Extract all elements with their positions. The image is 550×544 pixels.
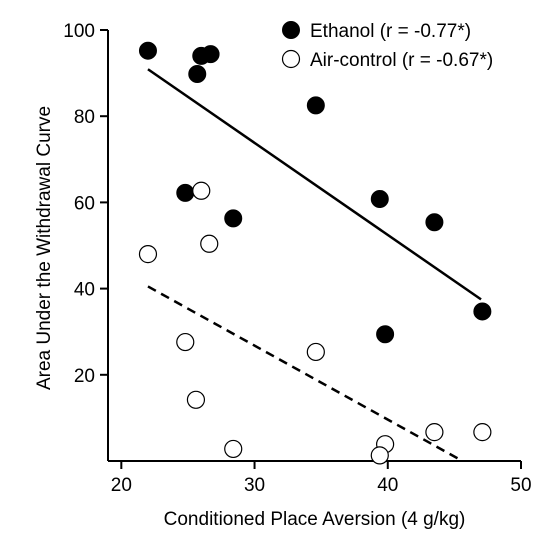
y-axis-title: Area Under the Withdrawal Curve: [34, 106, 55, 390]
legend-marker-ethanol: [282, 21, 300, 39]
ethanol-point: [201, 45, 220, 64]
legend: Ethanol (r = -0.77*) Air-control (r = -0.…: [281, 21, 493, 71]
ethanol-point: [425, 213, 444, 232]
y-axis-ticks: 20 40 60 80 100: [63, 21, 108, 387]
air-control-point: [224, 439, 243, 459]
air-control-trendline: [147, 285, 463, 463]
x-tick-label: 20: [111, 475, 132, 496]
ethanol-point: [138, 41, 157, 60]
x-tick-label: 50: [510, 475, 531, 496]
air-control-point: [138, 245, 158, 264]
x-axis-title: Conditioned Place Aversion (4 g/kg): [164, 509, 466, 530]
y-tick-label: 80: [74, 107, 95, 128]
legend-label-air-control: Air-control (r = -0.67*): [310, 50, 493, 71]
ethanol-point: [473, 302, 492, 321]
x-tick-label: 30: [244, 475, 265, 496]
y-tick-label: 20: [74, 366, 95, 387]
legend-marker-air-control: [281, 49, 301, 69]
trendlines: [147, 68, 482, 463]
y-tick-label: 40: [74, 280, 95, 301]
air-control-point: [370, 446, 389, 465]
ethanol-point: [176, 183, 195, 202]
y-tick-label: 60: [74, 193, 95, 214]
ethanol-point: [370, 189, 389, 208]
air-control-point: [192, 181, 211, 200]
air-control-point: [186, 390, 206, 409]
air-control-point: [306, 342, 325, 362]
ethanol-point: [376, 325, 395, 344]
ethanol-point: [188, 64, 207, 83]
ethanol-point: [224, 209, 243, 228]
x-axis-ticks: 20 30 40 50: [111, 461, 532, 496]
air-control-point: [176, 332, 195, 352]
legend-label-ethanol: Ethanol (r = -0.77*): [310, 21, 471, 42]
y-tick-label: 100: [63, 21, 95, 42]
air-control-point: [200, 234, 219, 253]
air-control-point: [473, 423, 492, 442]
air-control-point: [425, 423, 444, 442]
x-tick-label: 40: [377, 475, 398, 496]
data-points: [138, 41, 492, 465]
ethanol-trendline: [147, 68, 482, 301]
ethanol-point: [306, 96, 325, 115]
